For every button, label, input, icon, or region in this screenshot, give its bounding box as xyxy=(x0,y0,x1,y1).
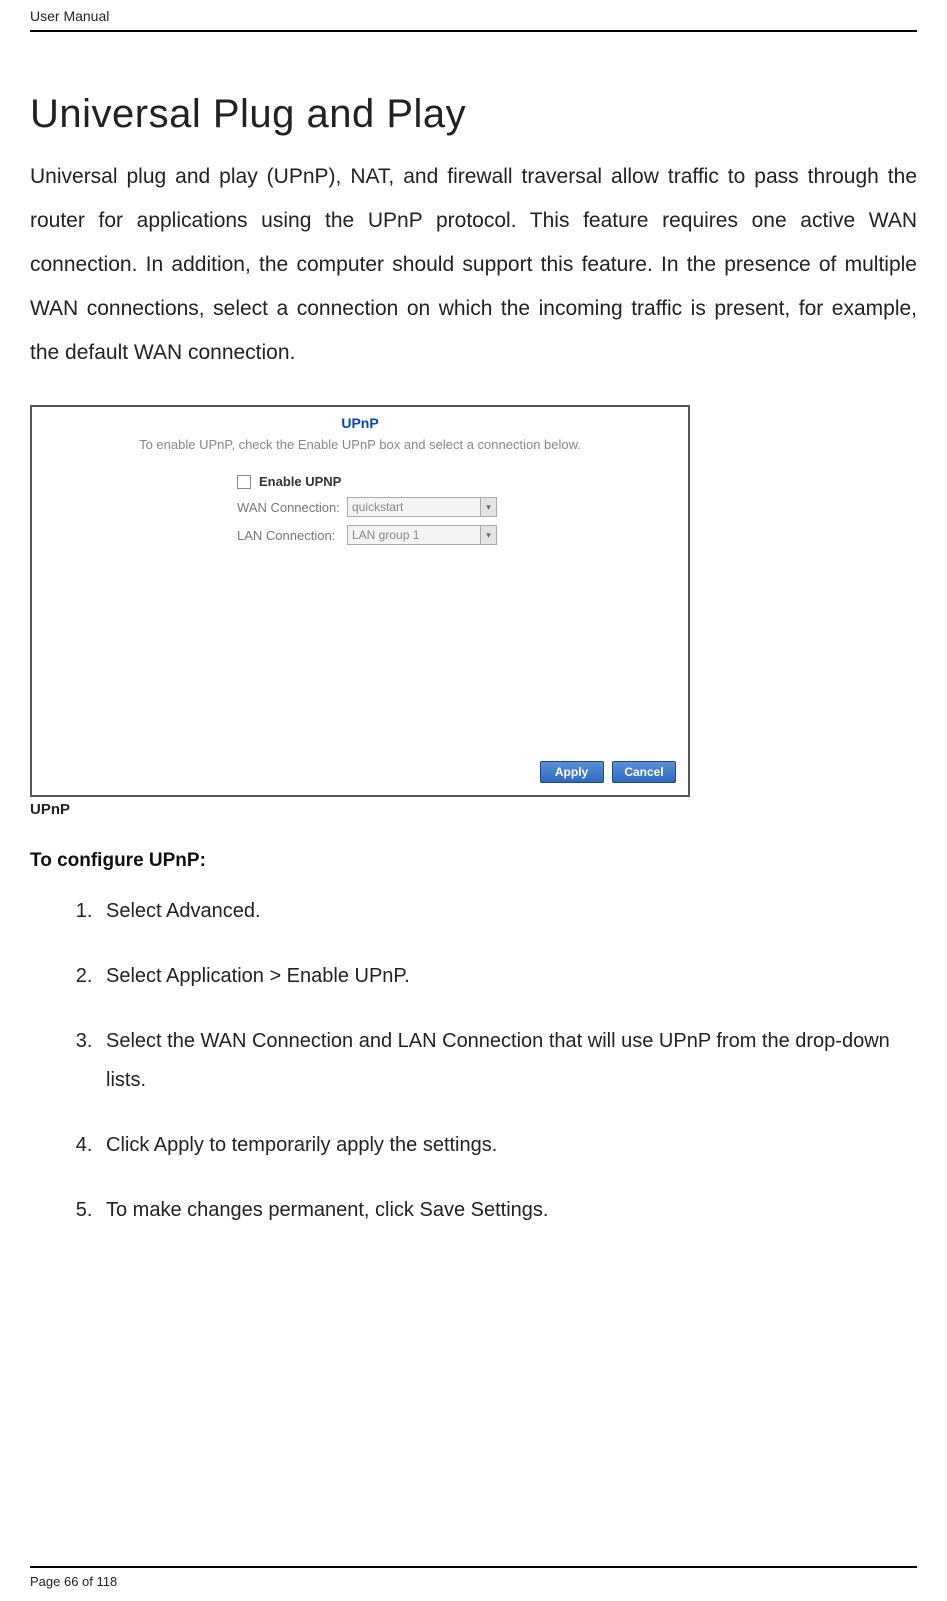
page-header: User Manual xyxy=(0,0,947,30)
button-bar: Apply Cancel xyxy=(536,761,676,783)
screenshot-subtitle: To enable UPnP, check the Enable UPnP bo… xyxy=(32,437,688,452)
step-5-pre: To make changes permanent, click xyxy=(106,1199,420,1221)
chevron-down-icon: ▾ xyxy=(480,526,496,544)
enable-checkbox[interactable] xyxy=(237,475,251,489)
header-title: User Manual xyxy=(30,8,109,24)
step-5: To make changes permanent, click Save Se… xyxy=(98,1191,917,1230)
lan-select-value: LAN group 1 xyxy=(352,528,419,542)
step-2-pre: Select xyxy=(106,965,166,987)
lan-row: LAN Connection: LAN group 1 ▾ xyxy=(237,525,688,545)
step-2-post: . xyxy=(404,965,410,987)
intro-paragraph: Universal plug and play (UPnP), NAT, and… xyxy=(30,155,917,375)
step-4-pre: Click xyxy=(106,1134,154,1156)
page-content: Universal Plug and Play Universal plug a… xyxy=(0,32,947,1230)
step-5-post: . xyxy=(543,1199,549,1221)
step-4-post: to temporarily apply the settings. xyxy=(204,1134,497,1156)
step-1: Select Advanced. xyxy=(98,892,917,931)
apply-button[interactable]: Apply xyxy=(540,761,604,783)
config-heading: To configure UPnP: xyxy=(30,850,917,872)
steps-list: Select Advanced. Select Application > En… xyxy=(30,892,917,1230)
wan-select-value: quickstart xyxy=(352,500,403,514)
step-5-bold: Save Settings xyxy=(420,1199,543,1221)
step-3-bold2: LAN Connection xyxy=(398,1030,544,1052)
figure-caption: UPnP xyxy=(30,801,917,818)
enable-row: Enable UPNP xyxy=(237,474,688,489)
step-1-post: . xyxy=(255,900,261,922)
form-area: Enable UPNP WAN Connection: quickstart ▾… xyxy=(237,474,688,545)
lan-select[interactable]: LAN group 1 ▾ xyxy=(347,525,497,545)
wan-row: WAN Connection: quickstart ▾ xyxy=(237,497,688,517)
step-3: Select the WAN Connection and LAN Connec… xyxy=(98,1022,917,1100)
step-3-mid: and xyxy=(353,1030,397,1052)
cancel-button[interactable]: Cancel xyxy=(612,761,676,783)
screenshot-title: UPnP xyxy=(32,407,688,431)
step-3-pre: Select the xyxy=(106,1030,201,1052)
lan-label: LAN Connection: xyxy=(237,528,347,543)
step-3-bold: WAN Connection xyxy=(201,1030,354,1052)
step-2: Select Application > Enable UPnP. xyxy=(98,957,917,996)
footer-text: Page 66 of 118 xyxy=(30,1574,917,1589)
enable-label: Enable UPNP xyxy=(259,474,341,489)
step-4: Click Apply to temporarily apply the set… xyxy=(98,1126,917,1165)
page-footer: Page 66 of 118 xyxy=(30,1566,917,1589)
wan-label: WAN Connection: xyxy=(237,500,347,515)
step-1-pre: Select xyxy=(106,900,166,922)
upnp-screenshot: UPnP To enable UPnP, check the Enable UP… xyxy=(30,405,690,797)
main-title: Universal Plug and Play xyxy=(30,92,917,137)
wan-select[interactable]: quickstart ▾ xyxy=(347,497,497,517)
chevron-down-icon: ▾ xyxy=(480,498,496,516)
screenshot-inner: UPnP To enable UPnP, check the Enable UP… xyxy=(32,407,688,795)
footer-rule xyxy=(30,1566,917,1568)
step-1-bold: Advanced xyxy=(166,900,255,922)
step-4-bold: Apply xyxy=(154,1134,204,1156)
step-2-bold: Application > Enable UPnP xyxy=(166,965,404,987)
